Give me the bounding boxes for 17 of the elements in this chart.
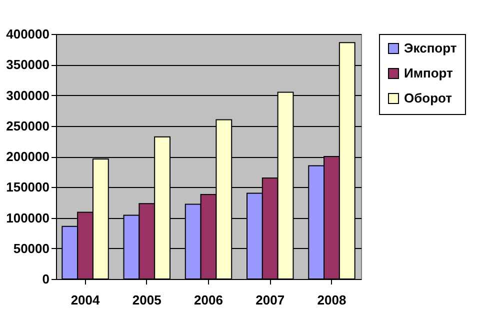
y-tick-label: 50000 [13, 240, 50, 256]
x-tick-label: 2006 [194, 292, 223, 308]
x-tick-label: 2005 [132, 292, 162, 308]
x-tick-label: 2007 [256, 292, 285, 308]
y-tick-label: 300000 [6, 88, 50, 103]
y-tick-label: 150000 [6, 180, 50, 195]
y-tick-label: 100000 [6, 210, 50, 226]
y-tick-label: 350000 [6, 57, 50, 72]
legend-label: Оборот [404, 90, 452, 106]
y-tick-label: 250000 [6, 118, 50, 134]
x-tick-label: 2008 [317, 292, 346, 308]
legend-label: Импорт [404, 66, 453, 80]
y-tick-label: 400000 [6, 26, 50, 42]
y-tick-label: 0 [42, 272, 50, 286]
y-tick-label: 200000 [6, 149, 50, 164]
x-tick-label: 2004 [70, 292, 100, 308]
legend-label: Экспорт [404, 40, 457, 56]
